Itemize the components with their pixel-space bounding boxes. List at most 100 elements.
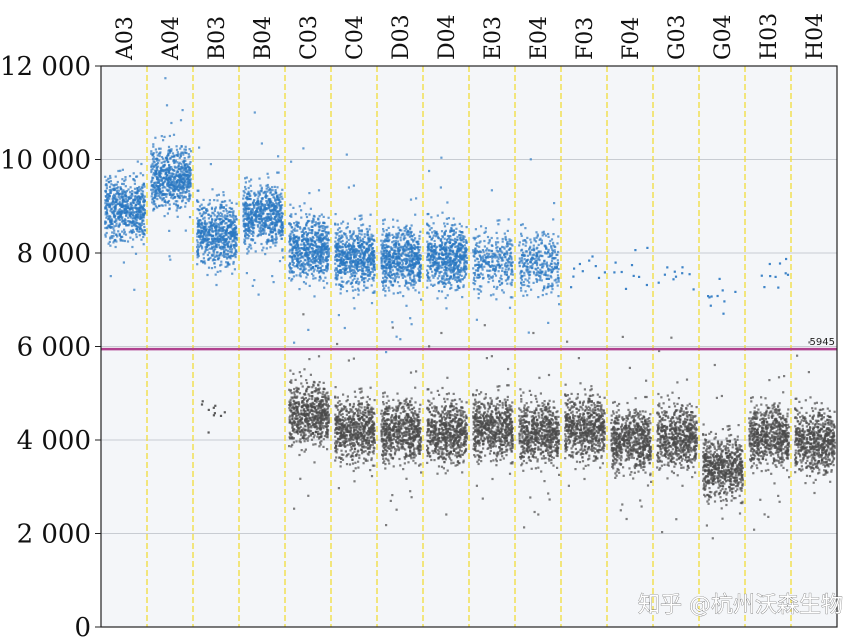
droplet-point	[383, 280, 386, 283]
droplet-point	[444, 252, 447, 255]
droplet-point	[303, 268, 306, 271]
droplet-point	[104, 175, 107, 178]
droplet-point	[372, 250, 376, 253]
droplet-point	[345, 290, 349, 293]
droplet-point	[323, 268, 326, 272]
droplet-point	[124, 222, 127, 225]
droplet-point	[158, 159, 161, 162]
droplet-point	[298, 264, 301, 267]
droplet-point	[265, 223, 268, 226]
droplet-point	[127, 188, 130, 191]
droplet-point	[186, 164, 189, 167]
droplet-point	[164, 77, 167, 80]
droplet-point	[258, 177, 261, 180]
droplet-point	[384, 251, 387, 254]
droplet-point	[276, 212, 279, 215]
droplet-point	[369, 270, 372, 274]
droplet-point	[363, 277, 366, 280]
droplet-point	[317, 189, 321, 192]
droplet-point	[460, 246, 463, 249]
droplet-point	[221, 232, 224, 235]
droplet-point	[159, 151, 162, 154]
droplet-point	[248, 192, 251, 196]
droplet-point	[316, 247, 319, 251]
droplet-point	[305, 213, 308, 216]
droplet-point	[108, 206, 111, 209]
droplet-point	[303, 254, 306, 257]
droplet-point	[353, 277, 356, 280]
droplet-point	[323, 235, 326, 238]
droplet-point	[448, 256, 451, 259]
droplet-point	[384, 259, 387, 262]
droplet-point	[269, 229, 272, 232]
droplet-point	[171, 193, 175, 196]
droplet-point	[263, 207, 266, 210]
droplet-point	[228, 256, 231, 259]
droplet-point	[196, 253, 199, 256]
droplet-point	[445, 273, 448, 276]
droplet-point	[138, 226, 141, 229]
droplet-point	[288, 255, 291, 258]
droplet-point	[119, 213, 123, 216]
droplet-point	[178, 167, 181, 170]
droplet-point	[465, 262, 468, 265]
droplet-point	[134, 194, 137, 197]
droplet-point	[449, 238, 452, 241]
droplet-point	[386, 258, 390, 261]
droplet-point	[275, 222, 278, 225]
droplet-point	[259, 189, 262, 193]
droplet-point	[207, 217, 210, 220]
droplet-point	[202, 237, 205, 240]
droplet-point	[315, 239, 318, 242]
droplet-point	[140, 206, 143, 209]
droplet-point	[162, 192, 165, 195]
droplet-point	[411, 238, 414, 241]
droplet-point	[152, 143, 155, 146]
droplet-point	[302, 237, 305, 241]
droplet-point	[403, 265, 406, 269]
droplet-point	[325, 251, 328, 254]
droplet-point	[124, 185, 127, 188]
droplet-point	[200, 245, 204, 248]
droplet-point	[126, 240, 130, 243]
droplet-point	[431, 265, 435, 268]
droplet-point	[338, 230, 341, 234]
droplet-point	[246, 212, 249, 216]
droplet-point	[183, 164, 186, 167]
droplet-point	[154, 148, 157, 151]
droplet-point	[355, 266, 358, 270]
droplet-point	[293, 265, 296, 268]
droplet-point	[173, 196, 176, 199]
droplet-point	[308, 251, 311, 254]
droplet-point	[272, 217, 275, 220]
droplet-point	[226, 263, 229, 266]
droplet-point	[278, 231, 281, 234]
droplet-point	[211, 188, 214, 191]
droplet-point	[169, 193, 172, 196]
droplet-point	[219, 214, 222, 218]
droplet-point	[354, 255, 358, 258]
droplet-point	[200, 203, 203, 206]
droplet-point	[327, 250, 330, 253]
droplet-point	[150, 164, 153, 167]
droplet-point	[170, 155, 173, 158]
droplet-point	[133, 215, 136, 218]
droplet-point	[250, 238, 253, 241]
droplet-point	[462, 240, 465, 243]
droplet-point	[178, 206, 181, 210]
droplet-point	[138, 197, 141, 200]
droplet-point	[233, 236, 236, 239]
droplet-point	[163, 200, 166, 203]
droplet-point	[265, 215, 268, 218]
droplet-point	[314, 224, 317, 227]
droplet-point	[150, 166, 153, 169]
droplet-point	[346, 222, 349, 225]
droplet-point	[385, 229, 388, 232]
droplet-point	[151, 198, 154, 201]
droplet-point	[347, 251, 351, 254]
droplet-point	[106, 203, 109, 206]
droplet-point	[122, 222, 125, 225]
droplet-point	[254, 213, 257, 216]
droplet-point	[215, 254, 218, 257]
droplet-point	[187, 186, 190, 189]
